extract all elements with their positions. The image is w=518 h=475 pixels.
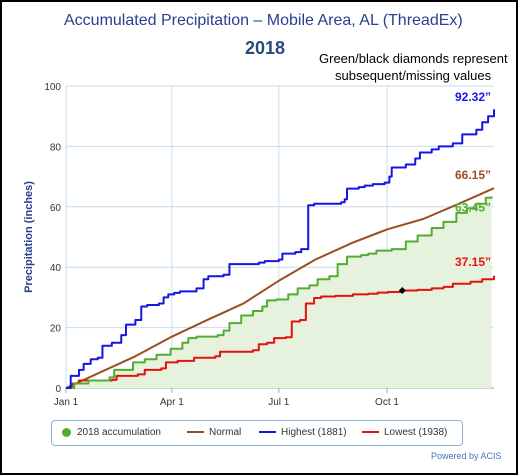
legend-label-highest: Highest (1881) [281,427,347,438]
legend-label-accumulation: 2018 accumulation [77,427,161,438]
y-tick-label: 60 [50,203,62,214]
x-tick-label: Jul 1 [268,397,290,408]
legend-item-accumulation[interactable]: 2018 accumulation [62,427,161,438]
missing-value-diamond [398,286,406,294]
end-value-label-low: 37.15” [455,255,491,269]
normal-line-icon [187,431,204,434]
lowest-line-icon [362,431,379,434]
legend-item-normal[interactable]: Normal [187,427,241,438]
legend-label-lowest: Lowest (1938) [384,427,448,438]
series-line-normal [65,187,495,389]
y-axis-title: Precipitation (inches) [23,181,35,293]
x-tick-label: Jan 1 [54,397,79,408]
credit-link[interactable]: Powered by ACIS [431,451,502,461]
x-tick-label: Oct 1 [375,397,399,408]
y-tick-label: 0 [55,384,61,395]
series-line-low [66,275,495,389]
end-value-label-high: 92.32” [455,90,491,104]
accumulation-marker-icon [62,427,71,437]
accumulation-area-fill [66,196,492,388]
highest-line-icon [259,431,276,434]
series-line-high [66,109,495,389]
chart-note-line1: Green/black diamonds represent [319,51,508,66]
series-line-accum [66,196,493,389]
y-tick-label: 100 [44,82,61,93]
x-tick-label: Apr 1 [160,397,184,408]
end-value-label-accum: 63.45” [455,200,491,214]
legend-item-lowest[interactable]: Lowest (1938) [362,427,447,438]
y-tick-label: 40 [50,263,62,274]
chart-subtitle: 2018 [245,38,286,58]
chart-note-line2: subsequent/missing values [335,68,492,83]
chart-title: Accumulated Precipitation – Mobile Area,… [64,12,463,29]
y-tick-label: 20 [50,324,62,335]
legend-label-normal: Normal [209,427,242,438]
end-value-label-normal: 66.15” [455,168,491,182]
chart-legend: 2018 accumulation Normal Highest (1881) … [51,420,463,446]
y-tick-label: 80 [50,142,62,153]
legend-item-highest[interactable]: Highest (1881) [259,427,347,438]
